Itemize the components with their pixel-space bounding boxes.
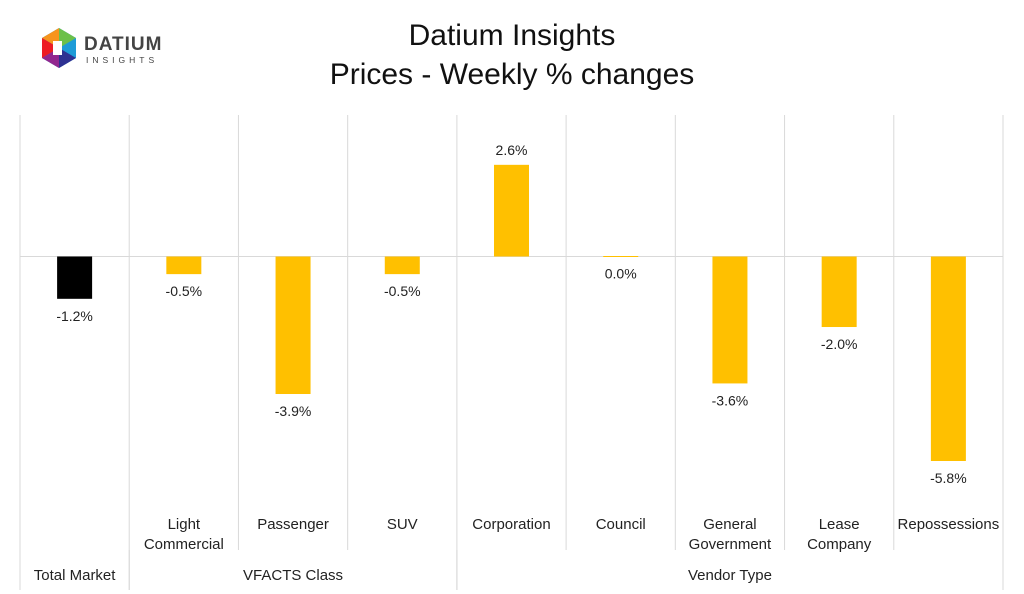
group-label: Vendor Type: [688, 567, 772, 584]
chart-title: Datium Insights Prices - Weekly % change…: [0, 16, 1024, 94]
data-label: -0.5%: [384, 283, 421, 299]
category-label: SUV: [387, 516, 418, 533]
data-label: -3.9%: [275, 403, 312, 419]
data-label: -2.0%: [821, 336, 858, 352]
category-label: Corporation: [472, 516, 550, 533]
data-label: -3.6%: [712, 392, 749, 408]
title-line-2: Prices - Weekly % changes: [329, 58, 695, 91]
bar-repossessions: [930, 256, 966, 461]
bar-council: [603, 256, 639, 257]
data-label: 0.0%: [605, 266, 637, 282]
datium-logo: DATIUM INSIGHTS: [36, 26, 186, 82]
bar-light-commercial: [166, 256, 202, 275]
data-label: -5.8%: [930, 470, 967, 486]
category-label: Commercial: [144, 536, 224, 553]
logo-word-insights: INSIGHTS: [86, 55, 158, 65]
datium-logo-icon: DATIUM INSIGHTS: [42, 28, 162, 68]
title-line-1: Datium Insights: [408, 19, 616, 52]
group-label: Total Market: [34, 567, 117, 584]
bar-lease-company: [821, 256, 857, 328]
data-label: 2.6%: [496, 142, 528, 158]
bar-corporation: [494, 164, 529, 257]
bar-general-government: [712, 256, 748, 384]
category-label: Light: [168, 516, 201, 533]
bar-passenger: [275, 256, 311, 395]
category-label: Passenger: [257, 516, 329, 533]
category-label: General: [703, 516, 756, 533]
data-label: -0.5%: [166, 283, 203, 299]
category-label: Lease: [819, 516, 860, 533]
category-label: Council: [596, 516, 646, 533]
category-label: Repossessions: [898, 516, 1000, 533]
data-label: -1.2%: [56, 308, 93, 324]
category-label: Government: [689, 536, 772, 553]
category-label: Company: [807, 536, 872, 553]
bar-total-market: [57, 256, 93, 299]
group-label: VFACTS Class: [243, 567, 343, 584]
bar-suv: [384, 256, 420, 275]
logo-word-datium: DATIUM: [84, 34, 162, 55]
